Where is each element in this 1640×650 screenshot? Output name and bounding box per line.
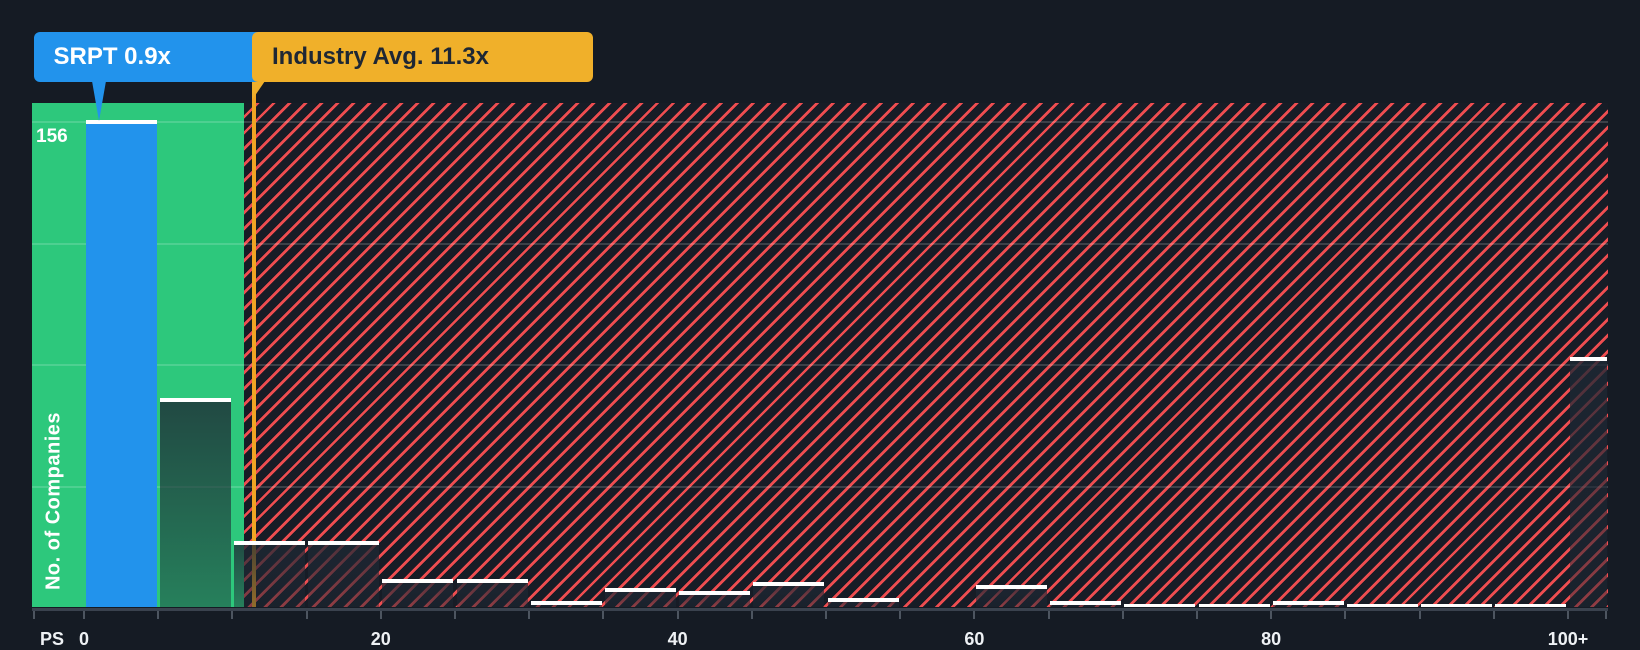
bar-fill bbox=[85, 120, 157, 607]
above-industry-avg-hatched-zone bbox=[244, 103, 1608, 607]
x-axis-tick bbox=[305, 611, 308, 619]
bar-cap bbox=[604, 588, 677, 593]
bar-fill bbox=[308, 541, 380, 607]
histogram-bar[interactable] bbox=[85, 120, 157, 607]
histogram-bar[interactable] bbox=[382, 578, 454, 607]
x-axis-tick bbox=[1567, 611, 1569, 619]
x-axis-tick-label: 80 bbox=[1261, 629, 1282, 649]
histogram-bar[interactable] bbox=[1198, 603, 1270, 607]
bar-fill bbox=[753, 582, 825, 607]
x-axis-tick-label: 40 bbox=[667, 629, 688, 649]
bar-cap bbox=[159, 397, 231, 402]
x-axis-line bbox=[32, 607, 1608, 611]
bar-fill bbox=[233, 541, 306, 607]
x-axis-tick-label: 20 bbox=[370, 629, 391, 649]
x-axis-tick bbox=[1196, 611, 1198, 619]
bar-cap bbox=[456, 578, 528, 583]
x-axis-tick bbox=[1344, 611, 1347, 619]
x-axis-tick bbox=[1270, 611, 1273, 619]
x-axis-tick bbox=[83, 611, 85, 619]
histogram-bar[interactable] bbox=[1495, 603, 1567, 607]
bar-cap bbox=[753, 582, 825, 587]
bar-fill bbox=[456, 578, 528, 607]
industry-avg-tooltip: Industry Avg. 11.3x bbox=[252, 32, 593, 82]
bar-cap bbox=[1124, 603, 1196, 607]
x-axis-tick bbox=[1047, 611, 1050, 619]
histogram-bar[interactable] bbox=[975, 585, 1048, 607]
company-tooltip-label: SRPT 0.9x bbox=[53, 43, 171, 70]
industry-avg-tooltip-label: Industry Avg. 11.3x bbox=[272, 43, 489, 70]
histogram-bar[interactable] bbox=[753, 582, 825, 607]
x-axis-tick bbox=[1604, 611, 1607, 619]
gridline bbox=[32, 364, 1608, 366]
bar-cap bbox=[1569, 357, 1607, 362]
x-axis-tick bbox=[379, 611, 382, 619]
company-tooltip-pointer bbox=[91, 81, 106, 121]
x-axis-tick bbox=[1492, 611, 1495, 619]
bar-cap bbox=[382, 578, 454, 583]
gridline bbox=[32, 242, 1608, 245]
bar-fill bbox=[1569, 357, 1607, 607]
x-axis-metric-label: PS bbox=[39, 629, 65, 649]
bar-fill bbox=[159, 397, 231, 607]
histogram-bar[interactable] bbox=[233, 541, 306, 607]
x-axis-tick bbox=[602, 611, 605, 619]
industry-tooltip-pointer bbox=[251, 81, 265, 100]
bar-cap bbox=[1346, 603, 1419, 607]
bar-cap bbox=[85, 120, 157, 124]
histogram-bar[interactable] bbox=[1569, 357, 1607, 607]
bar-cap bbox=[975, 585, 1048, 590]
bar-cap bbox=[679, 591, 751, 596]
histogram-bar[interactable] bbox=[679, 591, 751, 607]
histogram-bar[interactable] bbox=[604, 588, 677, 607]
histogram-bar[interactable] bbox=[1124, 603, 1196, 607]
histogram-bar[interactable] bbox=[456, 578, 528, 607]
histogram-bar[interactable] bbox=[1346, 603, 1419, 607]
bar-cap bbox=[1198, 603, 1270, 607]
x-axis-tick-label: 0 bbox=[78, 629, 90, 649]
histogram-bar[interactable] bbox=[308, 541, 380, 607]
histogram-bar[interactable] bbox=[1272, 600, 1344, 607]
histogram-bar[interactable] bbox=[530, 600, 602, 607]
bar-fill bbox=[604, 588, 677, 607]
bar-cap bbox=[1050, 600, 1122, 605]
bar-fill bbox=[827, 597, 899, 607]
bar-cap bbox=[1495, 603, 1567, 607]
x-axis-tick bbox=[157, 611, 160, 619]
x-axis-tick bbox=[825, 611, 827, 619]
y-axis-label: No. of Companies bbox=[42, 411, 65, 591]
bar-cap bbox=[308, 541, 380, 546]
bar-cap bbox=[1272, 600, 1344, 605]
x-axis-tick bbox=[899, 611, 902, 619]
bar-cap bbox=[827, 597, 899, 602]
x-axis-tick-label: 60 bbox=[964, 629, 985, 649]
x-axis-tick bbox=[454, 611, 456, 619]
bar-cap bbox=[530, 600, 602, 605]
bar-fill bbox=[975, 585, 1048, 607]
histogram-bar[interactable] bbox=[827, 597, 899, 607]
x-axis-tick bbox=[32, 611, 35, 619]
histogram-bar[interactable] bbox=[159, 397, 231, 607]
histogram-bar[interactable] bbox=[1050, 600, 1122, 607]
x-axis-tick bbox=[1121, 611, 1124, 619]
max-count-label: 156 bbox=[36, 126, 68, 147]
bar-cap bbox=[1421, 603, 1493, 607]
x-axis-tick bbox=[676, 611, 679, 619]
gridline bbox=[32, 121, 1608, 123]
x-axis-tick bbox=[750, 611, 753, 619]
x-axis-tick bbox=[973, 611, 976, 619]
bar-cap bbox=[233, 541, 306, 546]
industry-avg-line bbox=[251, 84, 256, 607]
bar-fill bbox=[382, 578, 454, 607]
x-axis-tick bbox=[1418, 611, 1421, 619]
x-axis-tick bbox=[231, 611, 234, 619]
x-axis-tick-label: 100+ bbox=[1547, 629, 1589, 649]
company-tooltip: SRPT 0.9x bbox=[33, 32, 274, 82]
gridline bbox=[32, 485, 1608, 488]
x-axis-tick bbox=[528, 611, 531, 619]
histogram-bar[interactable] bbox=[1421, 603, 1493, 607]
